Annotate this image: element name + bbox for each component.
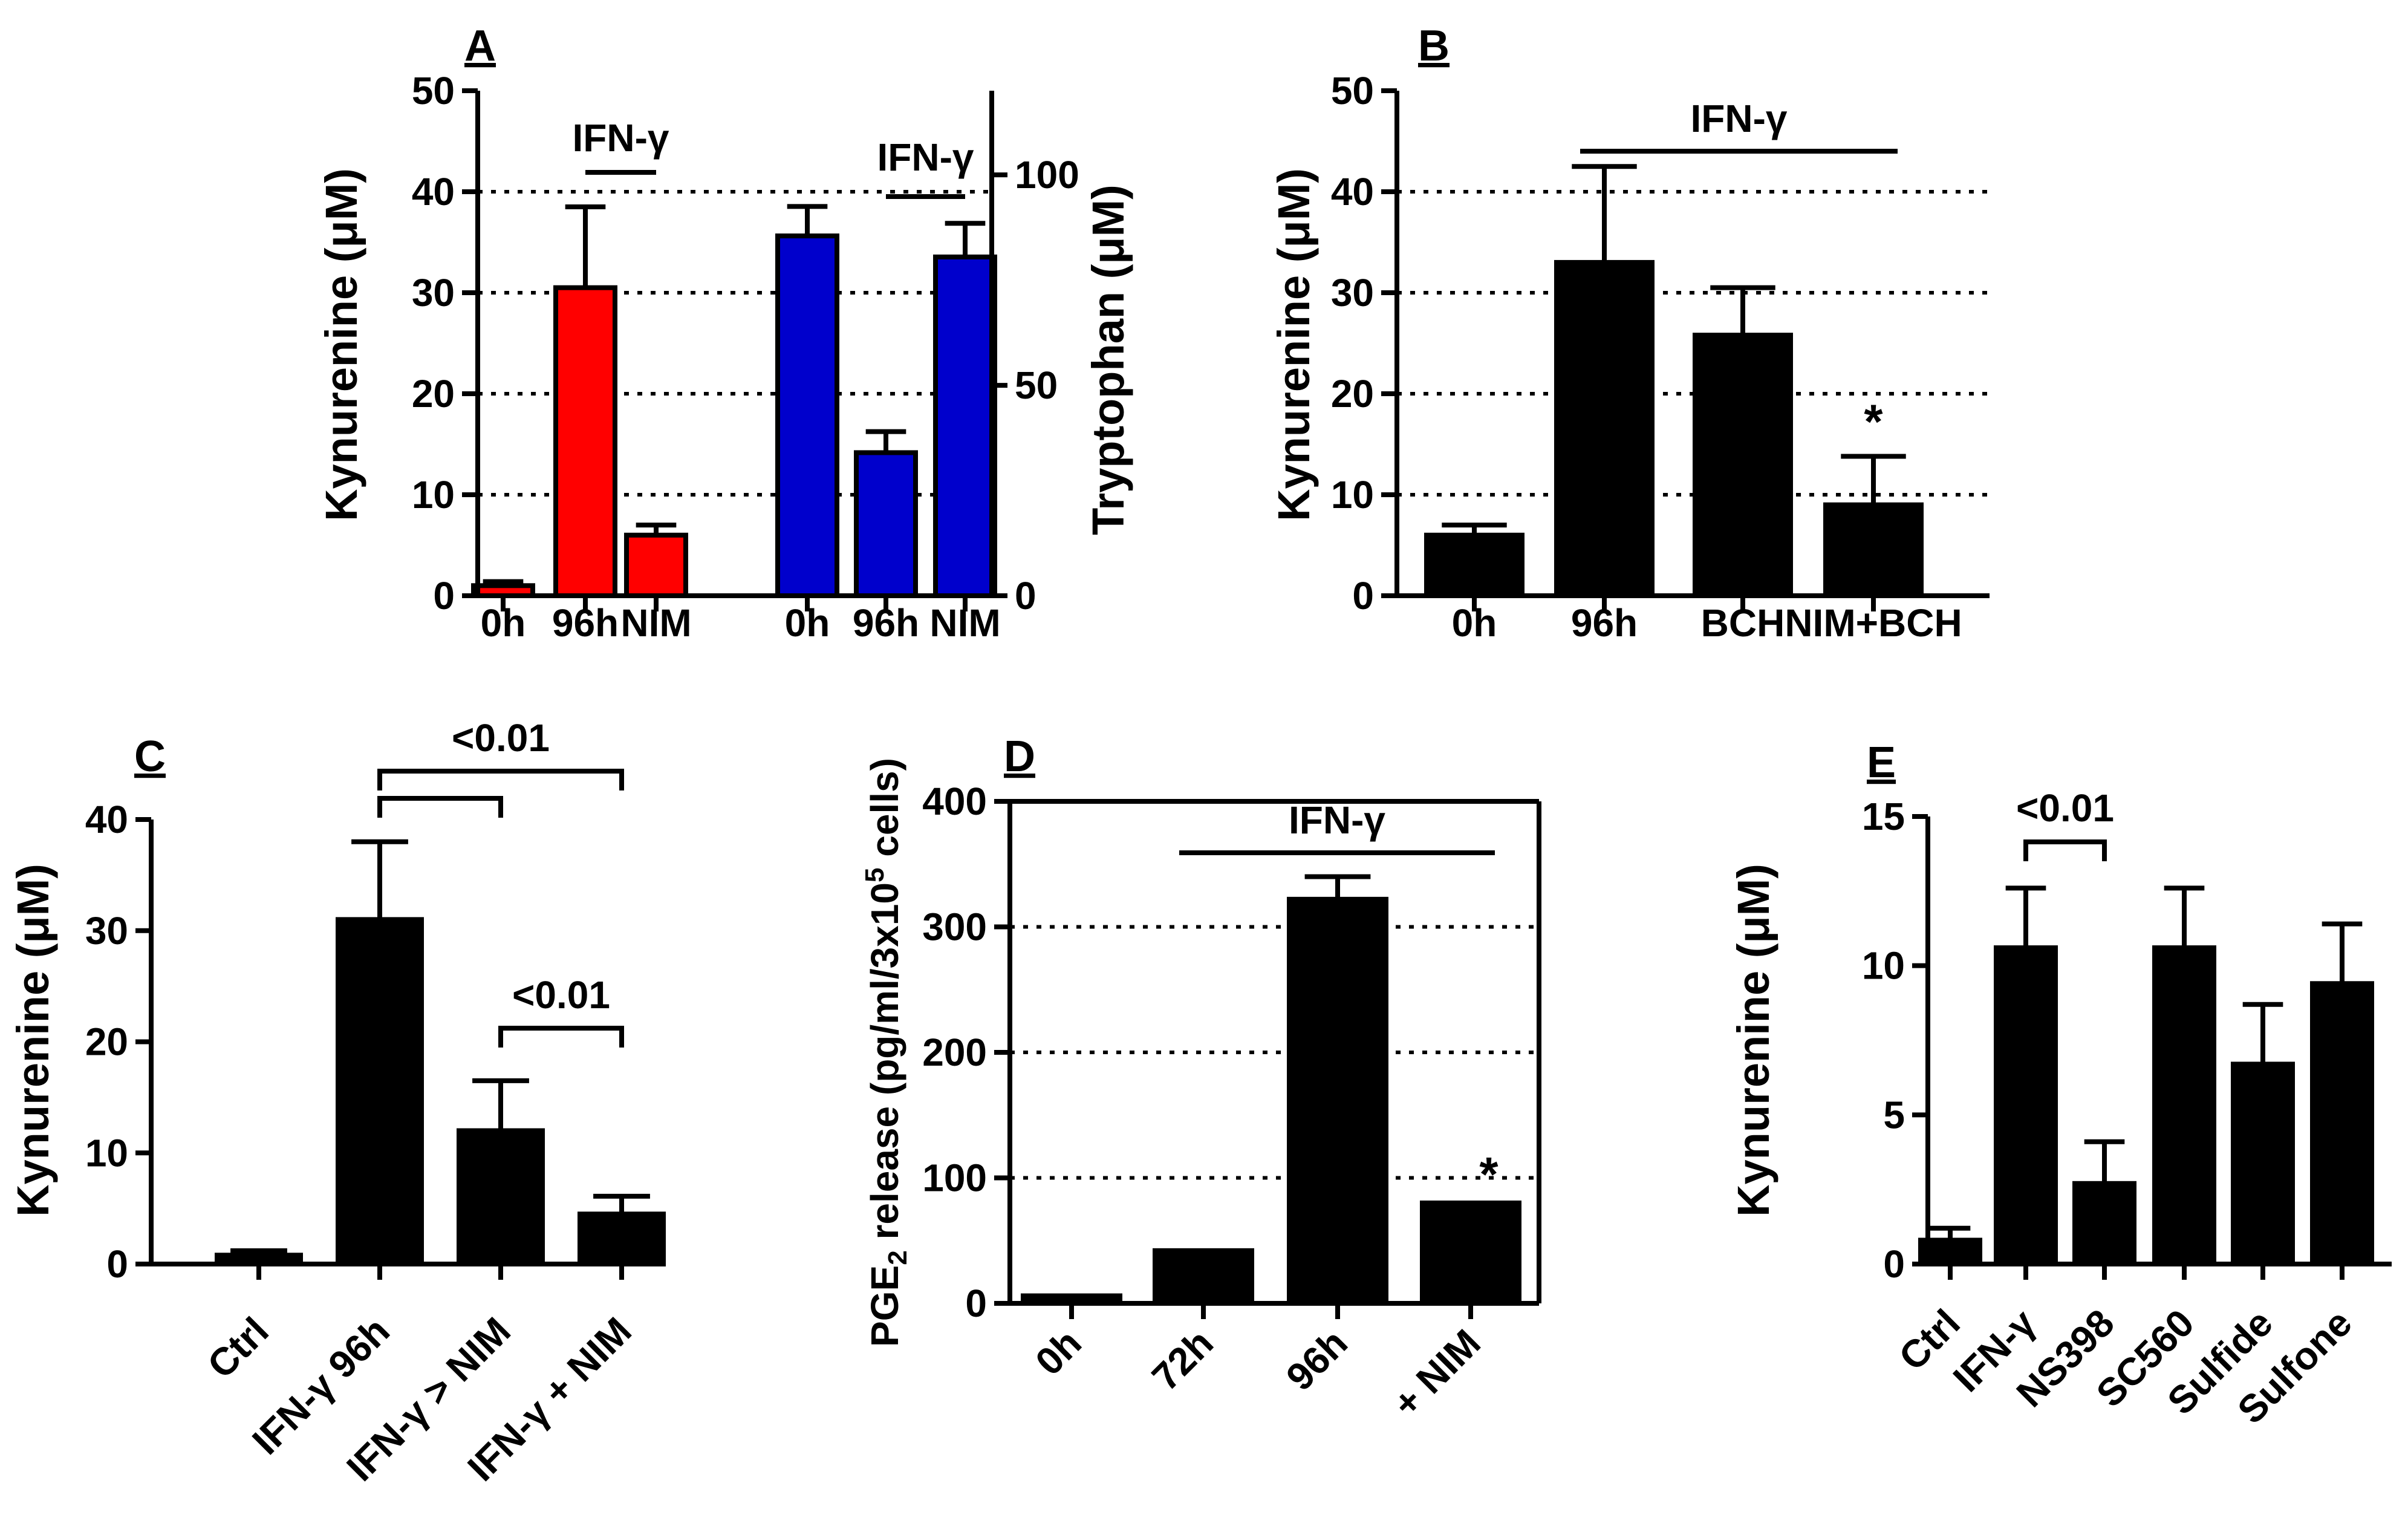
- y-axis-title: Kynurenine (μM): [1269, 168, 1319, 521]
- annotation-label: IFN-γ: [573, 116, 669, 160]
- panel-b: B 0 10 20 30 40 50 0h 96h BCH NIM+BCH Kynurenine (μ…: [1269, 22, 1990, 645]
- bar: [2231, 1061, 2295, 1266]
- y-tick-label: 200: [922, 1031, 987, 1074]
- x-tick-label: 96h: [1571, 601, 1638, 645]
- x-tick-label: 96h: [853, 601, 919, 645]
- y-tick-label: 20: [412, 372, 455, 416]
- comparison-bracket: [377, 769, 624, 790]
- y-tick-label: 30: [85, 909, 128, 953]
- x-tick-label: NIM: [929, 601, 1000, 645]
- y-tick-label: 20: [1331, 372, 1374, 416]
- comparison-bracket: [377, 796, 503, 818]
- y-tick-label: 15: [1862, 795, 1905, 838]
- y-axis-title: Kynurenine (μM): [8, 864, 58, 1217]
- x-tick-label: 72h: [1144, 1321, 1222, 1399]
- y-tick-label: 50: [1331, 69, 1374, 112]
- y-tick-label: 20: [85, 1020, 128, 1064]
- significance-star: *: [1479, 1147, 1498, 1201]
- y-tick-label: 10: [1862, 944, 1905, 988]
- annotation-label: <0.01: [512, 973, 610, 1017]
- y-tick-label: 40: [1331, 170, 1374, 213]
- bar: [457, 1128, 545, 1266]
- panel-label: D: [1004, 732, 1035, 781]
- y-axis-title-right: Tryptophan (μM): [1083, 184, 1133, 535]
- bar: [2152, 945, 2216, 1266]
- comparison-bracket: [498, 1026, 624, 1048]
- y-tick-label: 50: [412, 69, 455, 112]
- annotation-label: IFN-γ: [877, 135, 974, 179]
- significance-star: *: [1864, 395, 1883, 449]
- y-tick-label-right: 50: [1015, 363, 1058, 407]
- bar: [2310, 981, 2374, 1267]
- x-tick-label: 0h: [1452, 601, 1497, 645]
- bar: [1424, 532, 1525, 598]
- y-tick-label: 30: [412, 271, 455, 314]
- y-tick-label: 5: [1883, 1093, 1905, 1136]
- x-tick-label: 0h: [481, 601, 526, 645]
- panel-label: C: [134, 732, 166, 781]
- bar: [775, 233, 839, 598]
- y-tick-label: 0: [1883, 1242, 1905, 1286]
- bar: [624, 532, 688, 598]
- y-tick-label: 0: [1352, 574, 1374, 618]
- y-axis-title: PGE2 release (pg/ml/3x105 cells): [860, 758, 913, 1347]
- panel-label: A: [464, 22, 496, 70]
- x-tick-label: NIM+BCH: [1785, 601, 1962, 645]
- y-tick-label: 0: [433, 574, 455, 618]
- y-tick-label: 40: [412, 170, 455, 213]
- bar: [1153, 1248, 1254, 1306]
- panel-d: D 0 100 200 300 400 0h 72h 96h + NIM PGE2 release …: [860, 732, 1541, 1426]
- y-tick-label: 400: [922, 780, 987, 823]
- x-tick-label: BCH: [1701, 601, 1785, 645]
- y-tick-label-right: 100: [1015, 153, 1079, 197]
- annotation-label: <0.01: [2016, 786, 2114, 830]
- panel-label: E: [1867, 738, 1896, 787]
- bar: [336, 917, 424, 1266]
- y-tick-label: 0: [106, 1242, 128, 1286]
- panel-e: E051015CtrlIFN-γNS398SC560SulfideSulfone…: [1728, 738, 2392, 1432]
- x-tick-label: 96h: [1278, 1321, 1356, 1399]
- bar: [2072, 1181, 2136, 1267]
- bar: [1693, 333, 1793, 598]
- x-tick-label: 0h: [785, 601, 830, 645]
- bar: [1554, 259, 1655, 598]
- bar: [933, 254, 997, 598]
- annotation-label: IFN-γ: [1691, 97, 1788, 140]
- annotation-label: <0.01: [452, 716, 550, 760]
- bar: [1420, 1201, 1521, 1306]
- y-tick-label-right: 0: [1015, 574, 1036, 618]
- comparison-bracket: [2023, 839, 2107, 861]
- bar: [1994, 945, 2058, 1266]
- y-tick-label: 30: [1331, 271, 1374, 314]
- y-axis-title: Kynurenine (μM): [1728, 864, 1778, 1217]
- y-tick-label: 10: [85, 1131, 128, 1175]
- bar: [578, 1211, 666, 1266]
- y-tick-label: 100: [922, 1156, 987, 1200]
- annotation-label: IFN-γ: [1289, 798, 1385, 842]
- x-tick-label: 0h: [1027, 1321, 1090, 1384]
- bar: [854, 450, 918, 599]
- x-tick-label: Ctrl: [199, 1309, 277, 1387]
- y-tick-label: 40: [85, 798, 128, 841]
- y-axis-title: Kynurenine (μM): [316, 168, 366, 521]
- panel-label: B: [1418, 22, 1450, 70]
- x-tick-label: NIM: [620, 601, 691, 645]
- y-tick-label: 10: [412, 473, 455, 517]
- x-tick-label: 96h: [552, 601, 619, 645]
- y-tick-label: 0: [965, 1282, 987, 1325]
- y-tick-label: 10: [1331, 473, 1374, 517]
- y-tick-label: 300: [922, 905, 987, 949]
- bar: [553, 285, 617, 598]
- bar: [1823, 502, 1924, 599]
- x-tick-label: + NIM: [1384, 1321, 1489, 1426]
- bar: [1287, 896, 1388, 1306]
